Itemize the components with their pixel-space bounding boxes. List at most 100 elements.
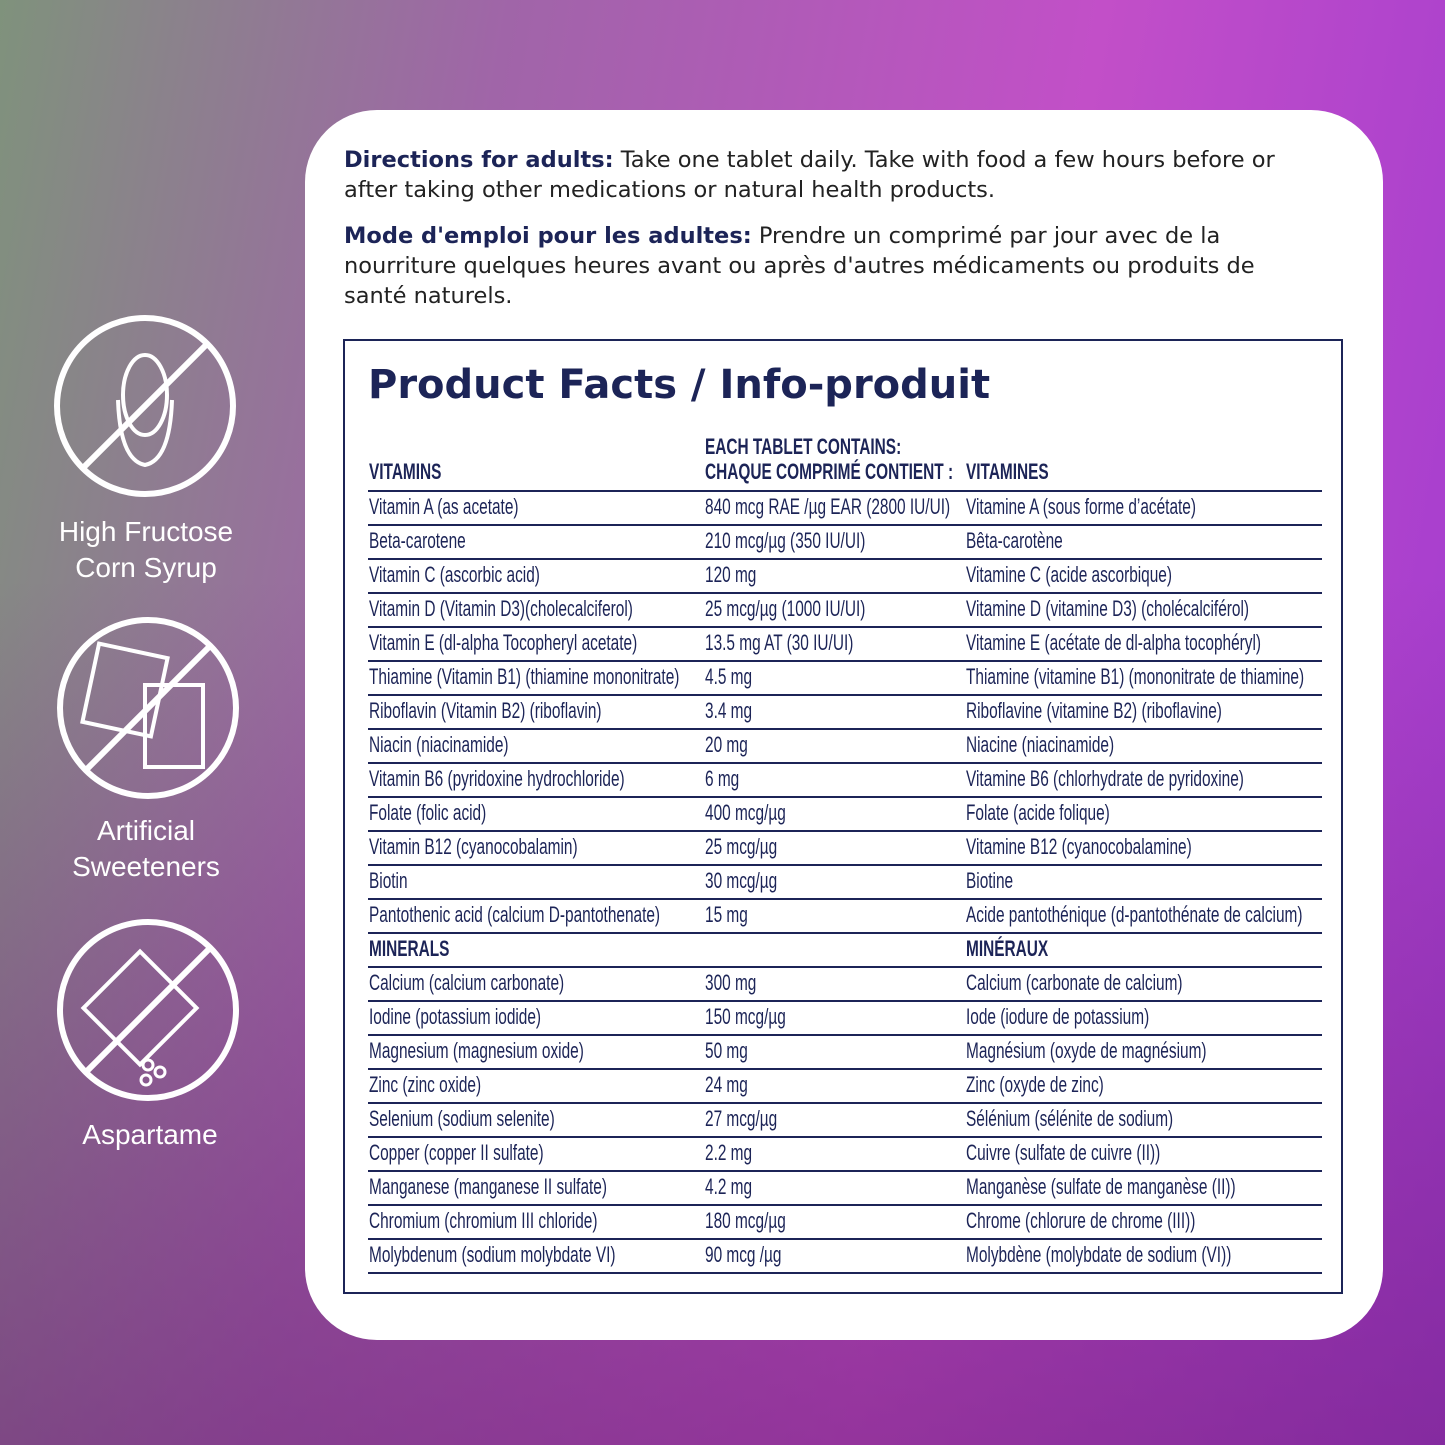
directions-text: Take one tablet daily. Take with food a … xyxy=(344,147,1275,203)
table-cell: 90 mcg /µg xyxy=(705,1242,782,1267)
table-cell: Niacin (niacinamide) xyxy=(369,732,509,757)
row-rule xyxy=(368,966,1322,968)
table-cell: Copper (copper II sulfate) xyxy=(369,1140,544,1165)
table-cell: Chrome (chlorure de chrome (III)) xyxy=(966,1208,1196,1233)
facts-title: Product Facts / Info-produit xyxy=(368,362,991,408)
table-cell: Molybdenum (sodium molybdate VI) xyxy=(369,1242,616,1267)
corn-icon xyxy=(54,315,236,497)
aspartame-icon xyxy=(57,919,239,1101)
table-cell: Vitamine A (sous forme d’acétate) xyxy=(966,494,1196,519)
badge-label: Aspartame xyxy=(30,1117,270,1153)
table-cell: Magnesium (magnesium oxide) xyxy=(369,1038,584,1063)
table-cell: 13.5 mg AT (30 IU/UI) xyxy=(705,630,854,655)
table-cell: 150 mcg/µg xyxy=(705,1004,786,1029)
row-rule xyxy=(368,728,1322,730)
sweetener-icon xyxy=(57,617,239,799)
section-heading: MINERALS xyxy=(369,936,450,961)
table-cell: Vitamin C (ascorbic acid) xyxy=(369,562,540,587)
row-rule xyxy=(368,1034,1322,1036)
section-heading: MINÉRAUX xyxy=(966,936,1049,961)
table-cell: Manganese (manganese II sulfate) xyxy=(369,1174,607,1199)
table-cell: Vitamine B6 (chlorhydrate de pyridoxine) xyxy=(966,766,1244,791)
table-cell: 4.5 mg xyxy=(705,664,753,689)
table-cell: Riboflavin (Vitamin B2) (riboflavin) xyxy=(369,698,602,723)
table-cell: Thiamine (Vitamin B1) (thiamine mononitr… xyxy=(369,664,680,689)
directions-label: Mode d'emploi pour les adultes: xyxy=(344,223,752,249)
table-cell: Vitamin B12 (cyanocobalamin) xyxy=(369,834,578,859)
badge-label: Artificial Sweeteners xyxy=(26,813,266,885)
table-cell: Manganèse (sulfate de manganèse (II)) xyxy=(966,1174,1236,1199)
row-rule xyxy=(368,524,1322,526)
table-cell: Beta-carotene xyxy=(369,528,466,553)
table-cell: Iode (iodure de potassium) xyxy=(966,1004,1150,1029)
table-cell: 15 mg xyxy=(705,902,748,927)
table-cell: 400 mcg/µg xyxy=(705,800,786,825)
row-rule xyxy=(368,1170,1322,1172)
row-rule xyxy=(368,1068,1322,1070)
table-cell: Chromium (chromium III chloride) xyxy=(369,1208,598,1233)
card xyxy=(305,110,1383,1340)
table-cell: 300 mg xyxy=(705,970,757,995)
table-cell: Folate (acide folique) xyxy=(966,800,1110,825)
table-cell: 24 mg xyxy=(705,1072,748,1097)
facts-box xyxy=(343,339,1343,1294)
row-rule xyxy=(368,932,1322,934)
table-cell: Zinc (oxyde de zinc) xyxy=(966,1072,1104,1097)
badge-line: Aspartame xyxy=(82,1119,218,1150)
badge-label: High Fructose Corn Syrup xyxy=(26,514,266,586)
row-rule xyxy=(368,830,1322,832)
row-rule xyxy=(368,592,1322,594)
table-cell: 3.4 mg xyxy=(705,698,753,723)
row-rule xyxy=(368,864,1322,866)
table-cell: 6 mg xyxy=(705,766,740,791)
row-rule xyxy=(368,762,1322,764)
table-cell: Bêta-carotène xyxy=(966,528,1063,553)
table-cell: Riboflavine (vitamine B2) (riboflavine) xyxy=(966,698,1222,723)
row-rule xyxy=(368,898,1322,900)
table-cell: Acide pantothénique (d-pantothénate de c… xyxy=(966,902,1303,927)
table-cell: Vitamin D (Vitamin D3)(cholecalciferol) xyxy=(369,596,633,621)
table-cell: Vitamine B12 (cyanocobalamine) xyxy=(966,834,1192,859)
table-cell: 25 mcg/µg (1000 IU/UI) xyxy=(705,596,866,621)
header-cell: VITAMINES xyxy=(966,459,1049,484)
table-cell: Cuivre (sulfate de cuivre (II)) xyxy=(966,1140,1161,1165)
directions-fr: Mode d'emploi pour les adultes: Prendre … xyxy=(344,221,1304,311)
table-cell: Calcium (carbonate de calcium) xyxy=(966,970,1183,995)
row-rule xyxy=(368,1204,1322,1206)
badge-line: High Fructose xyxy=(58,516,234,547)
badge-line: Artificial xyxy=(96,815,195,846)
row-rule xyxy=(368,1000,1322,1002)
directions-text: Prendre un comprimé par jour avec de la … xyxy=(344,223,1255,309)
table-cell: Vitamine C (acide ascorbique) xyxy=(966,562,1173,587)
table-cell: 30 mcg/µg xyxy=(705,868,778,893)
table-cell: 840 mcg RAE /µg EAR (2800 IU/UI) xyxy=(705,494,951,519)
header-cell: VITAMINS xyxy=(369,459,442,484)
table-cell: 25 mcg/µg xyxy=(705,834,778,859)
row-rule xyxy=(368,694,1322,696)
row-rule xyxy=(368,1136,1322,1138)
table-cell: 4.2 mg xyxy=(705,1174,753,1199)
table-cell: 180 mcg/µg xyxy=(705,1208,786,1233)
table-cell: 27 mcg/µg xyxy=(705,1106,778,1131)
table-cell: Selenium (sodium selenite) xyxy=(369,1106,555,1131)
table-cell: Biotine xyxy=(966,868,1014,893)
header-cell: EACH TABLET CONTAINS: xyxy=(705,434,902,459)
row-rule xyxy=(368,1272,1322,1274)
table-cell: Niacine (niacinamide) xyxy=(966,732,1115,757)
table-cell: Vitamin E (dl-alpha Tocopheryl acetate) xyxy=(369,630,638,655)
table-cell: 210 mcg/µg (350 IU/UI) xyxy=(705,528,866,553)
table-cell: Calcium (calcium carbonate) xyxy=(369,970,565,995)
table-cell: Vitamine E (acétate de dl-alpha tocophér… xyxy=(966,630,1262,655)
table-cell: Sélénium (sélénite de sodium) xyxy=(966,1106,1174,1131)
row-rule xyxy=(368,490,1322,492)
header-cell: CHAQUE COMPRIMÉ CONTIENT : xyxy=(705,459,954,484)
table-cell: Molybdène (molybdate de sodium (VI)) xyxy=(966,1242,1232,1267)
table-cell: Thiamine (vitamine B1) (mononitrate de t… xyxy=(966,664,1305,689)
table-cell: Vitamin B6 (pyridoxine hydrochloride) xyxy=(369,766,625,791)
row-rule xyxy=(368,1102,1322,1104)
badge-line: Sweeteners xyxy=(72,851,220,882)
table-cell: Vitamin A (as acetate) xyxy=(369,494,519,519)
table-cell: Pantothenic acid (calcium D-pantothenate… xyxy=(369,902,661,927)
table-cell: Iodine (potassium iodide) xyxy=(369,1004,542,1029)
